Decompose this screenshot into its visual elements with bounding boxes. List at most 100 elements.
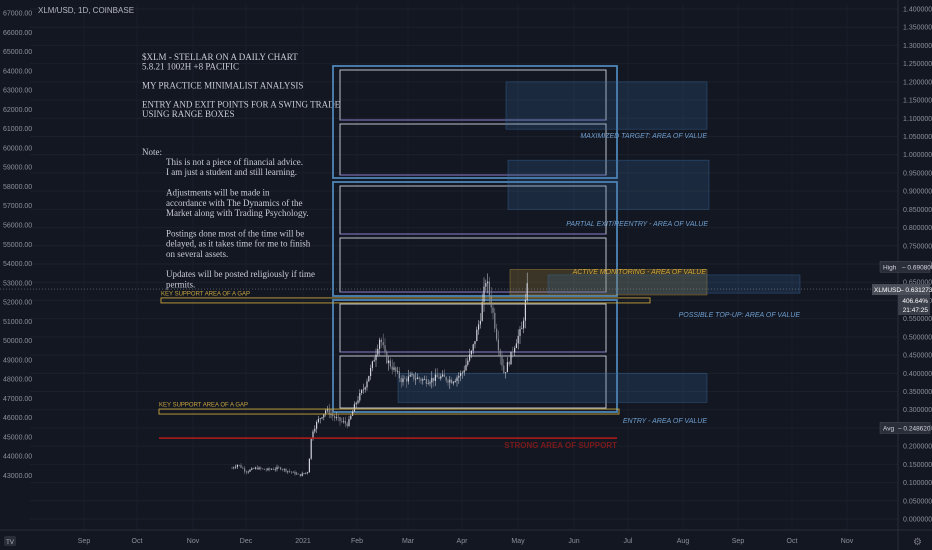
avg-badge: Avg – 0.248620 — [879, 422, 931, 434]
x-axis-tick-label: Feb — [351, 538, 363, 545]
left-axis-tick-label: 59000.00 — [3, 165, 32, 172]
value-zone-box — [505, 81, 708, 130]
candle-body — [461, 372, 463, 374]
candle-body — [245, 471, 247, 473]
left-axis-tick-label: 56000.00 — [3, 222, 32, 229]
candle-body — [276, 467, 278, 470]
candle-body — [434, 374, 436, 381]
right-axis-tick-label: 1.300000 — [903, 43, 932, 50]
last-price-value: – 0.631273 — [900, 287, 932, 294]
candle-body — [346, 423, 348, 427]
candle-body — [310, 439, 312, 459]
candle-body — [371, 361, 373, 369]
candle-body — [431, 377, 433, 383]
left-axis-tick-label: 53000.00 — [3, 280, 32, 287]
last-price-pct: 406.64% — [902, 298, 928, 305]
high-badge-label: High — [883, 264, 897, 271]
note-body-line: accordance with The Dynamics of the — [166, 198, 303, 208]
candle-body — [357, 400, 359, 403]
candle-body — [415, 378, 417, 380]
candle-body — [373, 360, 375, 362]
candle-body — [325, 410, 327, 414]
candle-body — [505, 372, 507, 374]
last-price-countdown: 21:47:25 — [903, 307, 929, 314]
candle-body — [485, 283, 487, 287]
candle-body — [366, 381, 368, 388]
last-price-symbol: XLMUSD — [874, 287, 901, 294]
candle-body — [521, 328, 523, 330]
tradingview-logo[interactable]: TV — [4, 536, 16, 546]
candle-body — [312, 431, 314, 440]
candle-body — [400, 378, 402, 383]
candle-body — [382, 342, 384, 346]
candle-body — [526, 283, 528, 300]
right-axis-tick-label: 0.750000 — [903, 243, 932, 250]
candle-body — [420, 379, 422, 381]
value-zone-label: POSSIBLE TOP-UP: AREA OF VALUE — [679, 312, 801, 319]
candle-body — [389, 360, 391, 367]
candle-body — [355, 402, 357, 405]
candle-body — [244, 468, 246, 472]
candle-body — [323, 413, 325, 418]
candle-body — [442, 374, 444, 377]
candle-body — [456, 377, 458, 381]
left-axis-tick-label: 43000.00 — [3, 473, 32, 480]
candle-body — [463, 370, 465, 373]
chart-symbol-title[interactable]: XLM/USD, 1D, COINBASE — [38, 6, 134, 15]
candle-body — [240, 465, 242, 468]
candle-body — [236, 464, 238, 467]
candle-body — [298, 473, 300, 475]
candle-body — [492, 307, 494, 313]
candle-body — [289, 470, 291, 472]
x-axis-tick-label: May — [511, 538, 525, 545]
x-axis-tick-label: Nov — [841, 538, 854, 545]
candle-body — [242, 467, 244, 469]
candle-body — [274, 469, 276, 470]
candle-body — [281, 469, 283, 471]
candle-body — [452, 382, 454, 384]
candle-body — [370, 368, 372, 376]
candle-body — [467, 360, 469, 365]
candle-body — [424, 379, 426, 380]
support-lines: KEY SUPPORT AREA OF A GAP KEY SUPPORT ARE… — [0, 288, 898, 450]
x-axis-tick-label: Sep — [732, 538, 745, 545]
note-title-line: 5.8.21 1002H +8 PACIFIC — [142, 62, 239, 72]
candle-body — [260, 467, 262, 469]
right-axis-tick-label: 0.950000 — [903, 170, 932, 177]
high-badge-value: – 0.690800 — [902, 264, 932, 271]
candle-body — [470, 350, 472, 355]
right-axis-tick-label: 1.100000 — [903, 116, 932, 123]
candle-body — [361, 390, 363, 393]
candle-body — [330, 414, 332, 415]
right-axis-tick-label: 1.050000 — [903, 134, 932, 141]
candle-body — [262, 468, 264, 470]
x-axis-tick-label: Dec — [240, 538, 253, 545]
last-price-badge: XLMUSD– 0.631273 406.64% 21:47:25 — [872, 284, 932, 316]
candle-body — [263, 468, 265, 470]
candle-body — [429, 382, 431, 384]
candle-body — [476, 329, 478, 342]
candle-body — [514, 348, 516, 353]
candle-body — [249, 469, 251, 472]
left-axis-tick-label: 64000.00 — [3, 68, 32, 75]
left-axis-tick-label: 60000.00 — [3, 145, 32, 152]
right-axis-tick-label: 0.150000 — [903, 462, 932, 469]
candle-body — [253, 468, 255, 469]
left-axis-tick-label: 51000.00 — [3, 319, 32, 326]
candle-body — [398, 371, 400, 379]
candle-body — [334, 416, 336, 418]
candle-body — [231, 468, 233, 469]
candle-body — [501, 356, 503, 366]
settings-gear-icon[interactable]: ⚙ — [913, 537, 922, 548]
candle-body — [506, 362, 508, 373]
right-axis-tick-label: 0.350000 — [903, 389, 932, 396]
left-axis-tick-label: 66000.00 — [3, 30, 32, 37]
candle-body — [362, 389, 364, 391]
candle-body — [478, 324, 480, 330]
right-axis-tick-label: 0.300000 — [903, 407, 932, 414]
candle-body — [524, 299, 526, 321]
range-box-outer — [332, 299, 618, 413]
value-zone-label: ENTRY - AREA OF VALUE — [623, 418, 707, 425]
candle-body — [380, 339, 382, 343]
